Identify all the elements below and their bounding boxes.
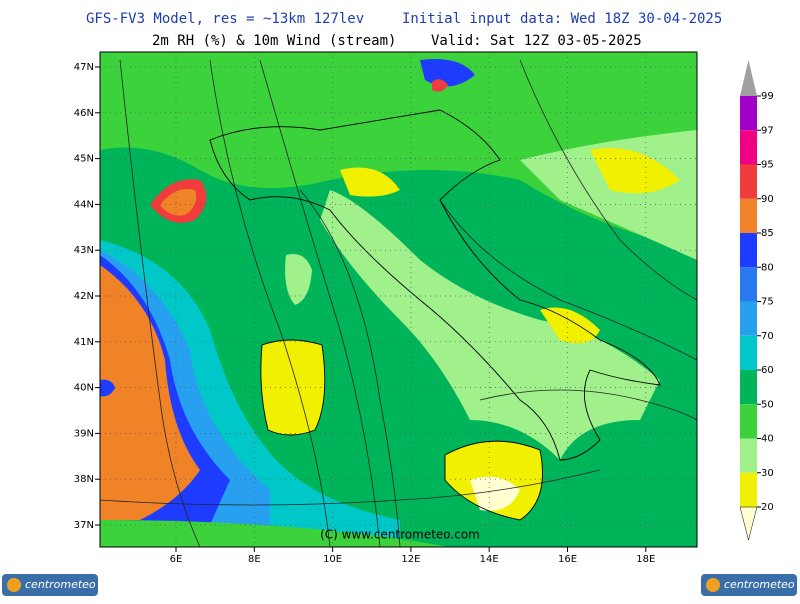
lat-label: 42N <box>74 291 94 302</box>
colorbar: 99 97 95 90 85 80 75 70 60 50 40 30 20 <box>739 60 774 541</box>
lon-label: 10E <box>323 554 342 565</box>
init-time: Initial input data: Wed 18Z 30-04-2025 <box>402 11 722 27</box>
logo-left: centrometeo <box>2 574 98 596</box>
colorbar-label: 50 <box>761 399 774 410</box>
colorbar-segment <box>740 164 757 199</box>
colorbar-segment <box>740 267 757 302</box>
colorbar-segment <box>740 233 757 268</box>
lon-label: 12E <box>401 554 420 565</box>
colorbar-label: 60 <box>761 365 774 376</box>
colorbar-segment <box>740 130 757 165</box>
colorbar-segment <box>740 472 757 507</box>
map-field <box>100 52 697 547</box>
colorbar-label: 99 <box>761 91 774 102</box>
colorbar-label: 75 <box>761 297 774 308</box>
colorbar-segment <box>740 301 757 336</box>
lat-label: 41N <box>74 337 94 348</box>
lat-label: 43N <box>74 245 94 256</box>
colorbar-label: 97 <box>761 125 774 136</box>
colorbar-bottom <box>739 506 758 541</box>
logo-text: centrometeo <box>724 578 795 591</box>
colorbar-label: 70 <box>761 331 774 342</box>
colorbar-segment <box>740 198 757 233</box>
lat-label: 47N <box>74 62 94 73</box>
lat-label: 40N <box>74 383 94 394</box>
lon-label: 14E <box>480 554 499 565</box>
lon-label: 6E <box>170 554 183 565</box>
lat-label: 44N <box>74 199 94 210</box>
valid-time: Valid: Sat 12Z 03-05-2025 <box>431 33 642 49</box>
field-title: 2m RH (%) & 10m Wind (stream) <box>152 33 396 49</box>
lat-label: 39N <box>74 428 94 439</box>
colorbar-label: 40 <box>761 434 774 445</box>
colorbar-segment <box>740 370 757 405</box>
lat-label: 46N <box>74 108 94 119</box>
lat-label: 37N <box>74 520 94 531</box>
colorbar-label: 20 <box>761 502 774 513</box>
model-title: GFS-FV3 Model, res = ~13km 127lev <box>86 11 364 27</box>
colorbar-label: 80 <box>761 262 774 273</box>
graticule: 47N 46N 45N 44N 43N 42N 41N 40N 39N 38N 37N 6E 8E 10E… <box>74 52 697 565</box>
lon-label: 16E <box>558 554 577 565</box>
colorbar-segment <box>740 335 757 370</box>
copyright: (C) www.centrometeo.com <box>320 528 480 542</box>
logo-right: centrometeo <box>701 574 797 596</box>
colorbar-label: 85 <box>761 228 774 239</box>
lon-label: 18E <box>636 554 655 565</box>
map-frame <box>99 51 698 548</box>
colorbar-top <box>740 60 757 96</box>
colorbar-label: 30 <box>761 468 774 479</box>
lon-label: 8E <box>248 554 261 565</box>
colorbar-segment <box>740 438 757 473</box>
colorbar-segment <box>740 96 757 131</box>
logo-text: centrometeo <box>25 578 96 591</box>
colorbar-segment <box>740 404 757 439</box>
colorbar-label: 90 <box>761 194 774 205</box>
lat-label: 38N <box>74 474 94 485</box>
lat-label: 45N <box>74 154 94 165</box>
colorbar-label: 95 <box>761 160 774 171</box>
